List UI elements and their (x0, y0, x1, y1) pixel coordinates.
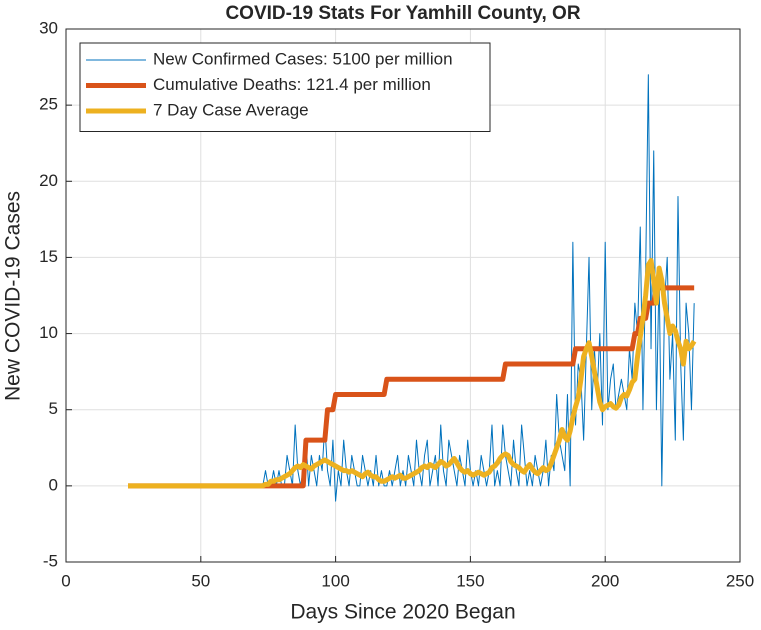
x-axis-label: Days Since 2020 Began (290, 601, 515, 624)
y-tick-label: 30 (39, 18, 58, 37)
legend-label: Cumulative Deaths: 121.4 per million (153, 75, 431, 94)
axes-box (65, 28, 741, 563)
series-line (128, 257, 697, 489)
y-tick-label: -5 (43, 551, 58, 570)
x-tick-label: 100 (321, 571, 349, 590)
y-tick-label: 5 (49, 399, 58, 418)
x-tick-label: 150 (456, 571, 484, 590)
legend-box (79, 42, 491, 132)
y-axis-label: New COVID-19 Cases (2, 191, 25, 401)
x-tick-label: 200 (591, 571, 619, 590)
y-tick-label: 25 (39, 95, 58, 114)
legend: New Confirmed Cases: 5100 per million Cum… (79, 42, 491, 132)
y-tick-label: 10 (39, 323, 58, 342)
legend-label: New Confirmed Cases: 5100 per million (153, 49, 453, 68)
y-tick-label: 15 (39, 247, 58, 266)
x-tick-label: 50 (191, 571, 210, 590)
y-tick-label: 20 (39, 171, 58, 190)
y-tick-label: 0 (49, 475, 58, 494)
chart-title: COVID-19 Stats For Yamhill County, OR (225, 3, 580, 24)
x-tick-label: 250 (726, 571, 754, 590)
x-tick-label: 0 (61, 571, 70, 590)
legend-label: 7 Day Case Average (153, 100, 309, 119)
